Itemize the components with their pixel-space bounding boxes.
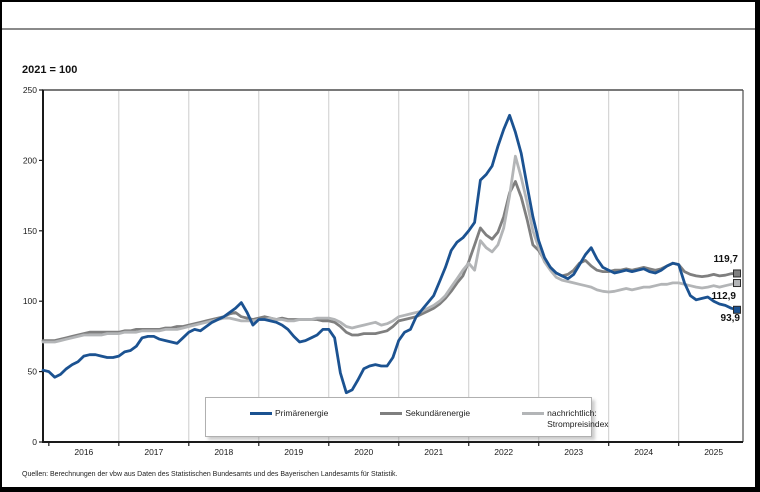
legend-item-sekundaerenergie: Sekundärenergie (380, 408, 470, 419)
x-axis-label: 2020 (354, 447, 373, 457)
y-axis-label: 0 (32, 437, 37, 447)
end-marker-strompreisindex (733, 279, 741, 288)
strompreisindex-line-swatch (522, 412, 545, 415)
legend-label-strompreisindex-line1: nachrichtlich: (547, 408, 597, 418)
legend-item-strompreisindex: nachrichtlich: Strompreisindex (522, 408, 609, 431)
legend-label-strompreisindex: nachrichtlich: Strompreisindex (547, 408, 608, 431)
x-axis-label: 2018 (214, 447, 233, 457)
energy-price-index-chart: 0 50 100 150 200 250 2016 2017 2018 2019 2020 2021 2… (23, 85, 744, 457)
y-axis-label: 150 (23, 226, 37, 236)
y-axis-label: 50 (28, 367, 38, 377)
legend-label-strompreisindex-line2: Strompreisindex (547, 419, 609, 430)
x-axis-label: 2017 (144, 447, 163, 457)
sekundaerenergie-line-swatch (380, 412, 403, 415)
legend-item-primaerenergie: Primärenergie (250, 408, 328, 419)
y-axis-label: 200 (23, 155, 37, 165)
legend-label-primaerenergie: Primärenergie (275, 408, 329, 418)
end-value-strompreisindex: 112,9 (711, 291, 736, 302)
x-axis-label: 2022 (494, 447, 513, 457)
legend-label-sekundaerenergie: Sekundärenergie (405, 408, 471, 418)
x-axis-label: 2016 (74, 447, 93, 457)
source-note: Quellen: Berechnungen der vbw aus Daten … (22, 471, 398, 478)
index-base-label: 2021 = 100 (22, 64, 78, 76)
series-line-sekundaerenergie (41, 180, 739, 343)
y-axis-label: 100 (23, 296, 37, 306)
x-axis-label: 2025 (704, 447, 723, 457)
end-value-primaerenergie: 93,9 (720, 313, 740, 324)
x-axis-label: 2019 (284, 447, 303, 457)
chart-legend: Primärenergie Sekundärenergie nachrichtl… (205, 397, 609, 437)
x-axis-label: 2023 (564, 447, 583, 457)
header-bar (2, 2, 755, 30)
primaerenergie-line-swatch (250, 412, 272, 415)
x-axis-label: 2021 (424, 447, 443, 457)
end-value-sekundaerenergie: 119,7 (713, 254, 738, 265)
end-marker-sekundaerenergie (733, 269, 741, 278)
y-axis-label: 250 (23, 85, 37, 95)
x-axis-label: 2024 (634, 447, 653, 457)
series-line-primaerenergie (41, 113, 739, 395)
series-line-strompreisindex (41, 154, 739, 344)
end-marker-primaerenergie (733, 305, 741, 314)
